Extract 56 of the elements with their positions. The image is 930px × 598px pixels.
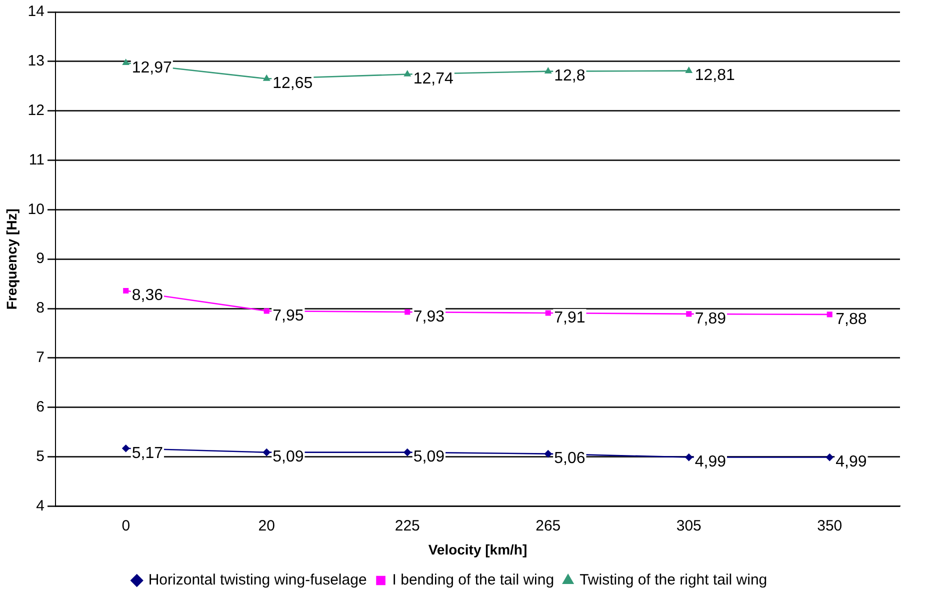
- data-label: 7,89: [694, 310, 726, 328]
- x-tick-label: 265: [536, 517, 561, 534]
- legend-label: I bending of the tail wing: [392, 572, 554, 589]
- point: [262, 448, 270, 456]
- data-label: 12,65: [272, 75, 313, 92]
- data-label: 5,09: [413, 448, 445, 466]
- point: [263, 75, 270, 81]
- data-label: 7,88: [836, 310, 867, 328]
- legend-label: Horizontal twisting wing-fuselage: [148, 572, 367, 589]
- data-label: 8,36: [132, 287, 164, 304]
- x-tick-label: 305: [676, 517, 702, 534]
- y-tick-label: 7: [36, 349, 44, 366]
- data-label: 7,93: [413, 308, 445, 326]
- point: [123, 288, 129, 294]
- point: [685, 454, 693, 461]
- data-label: 5,17: [132, 444, 164, 462]
- point: [686, 311, 692, 317]
- point: [122, 59, 130, 66]
- y-tick-label: 10: [28, 200, 44, 218]
- y-tick-label: 8: [36, 300, 44, 317]
- point: [404, 448, 412, 456]
- point: [404, 70, 411, 76]
- y-tick-label: 5: [36, 448, 44, 465]
- x-axis-title: Velocity [km/h]: [428, 541, 528, 558]
- data-label: 7,91: [554, 309, 586, 326]
- x-tick-label: 0: [122, 517, 130, 534]
- point: [826, 312, 832, 318]
- y-tick-label: 13: [28, 52, 44, 70]
- x-tick-label: 350: [817, 517, 842, 534]
- point: [544, 68, 552, 74]
- point: [122, 444, 130, 452]
- point: [264, 308, 270, 314]
- legend-label: Twisting of the right tail wing: [580, 572, 768, 589]
- y-tick-label: 6: [36, 398, 44, 416]
- data-label: 4,99: [836, 454, 867, 471]
- point: [544, 450, 552, 458]
- y-axis-title: Frequency [Hz]: [3, 208, 20, 310]
- y-tick-label: 4: [36, 497, 44, 514]
- x-tick-label: 20: [258, 517, 275, 534]
- data-label: 5,09: [272, 448, 304, 466]
- data-label: 12,97: [132, 59, 172, 76]
- x-tick-label: 225: [394, 517, 420, 534]
- data-label: 12,8: [554, 68, 586, 85]
- point: [686, 67, 692, 73]
- data-label: 12,74: [413, 70, 454, 88]
- point: [545, 310, 551, 316]
- point: [826, 454, 834, 461]
- y-tick-label: 11: [28, 151, 44, 168]
- point: [404, 309, 410, 315]
- y-tick-label: 14: [28, 3, 44, 20]
- data-label: 4,99: [694, 454, 726, 471]
- data-label: 5,06: [554, 450, 586, 468]
- data-label: 12,81: [694, 67, 736, 84]
- y-tick-label: 12: [28, 102, 44, 119]
- y-tick-label: 9: [36, 250, 44, 268]
- data-label: 7,95: [272, 307, 304, 324]
